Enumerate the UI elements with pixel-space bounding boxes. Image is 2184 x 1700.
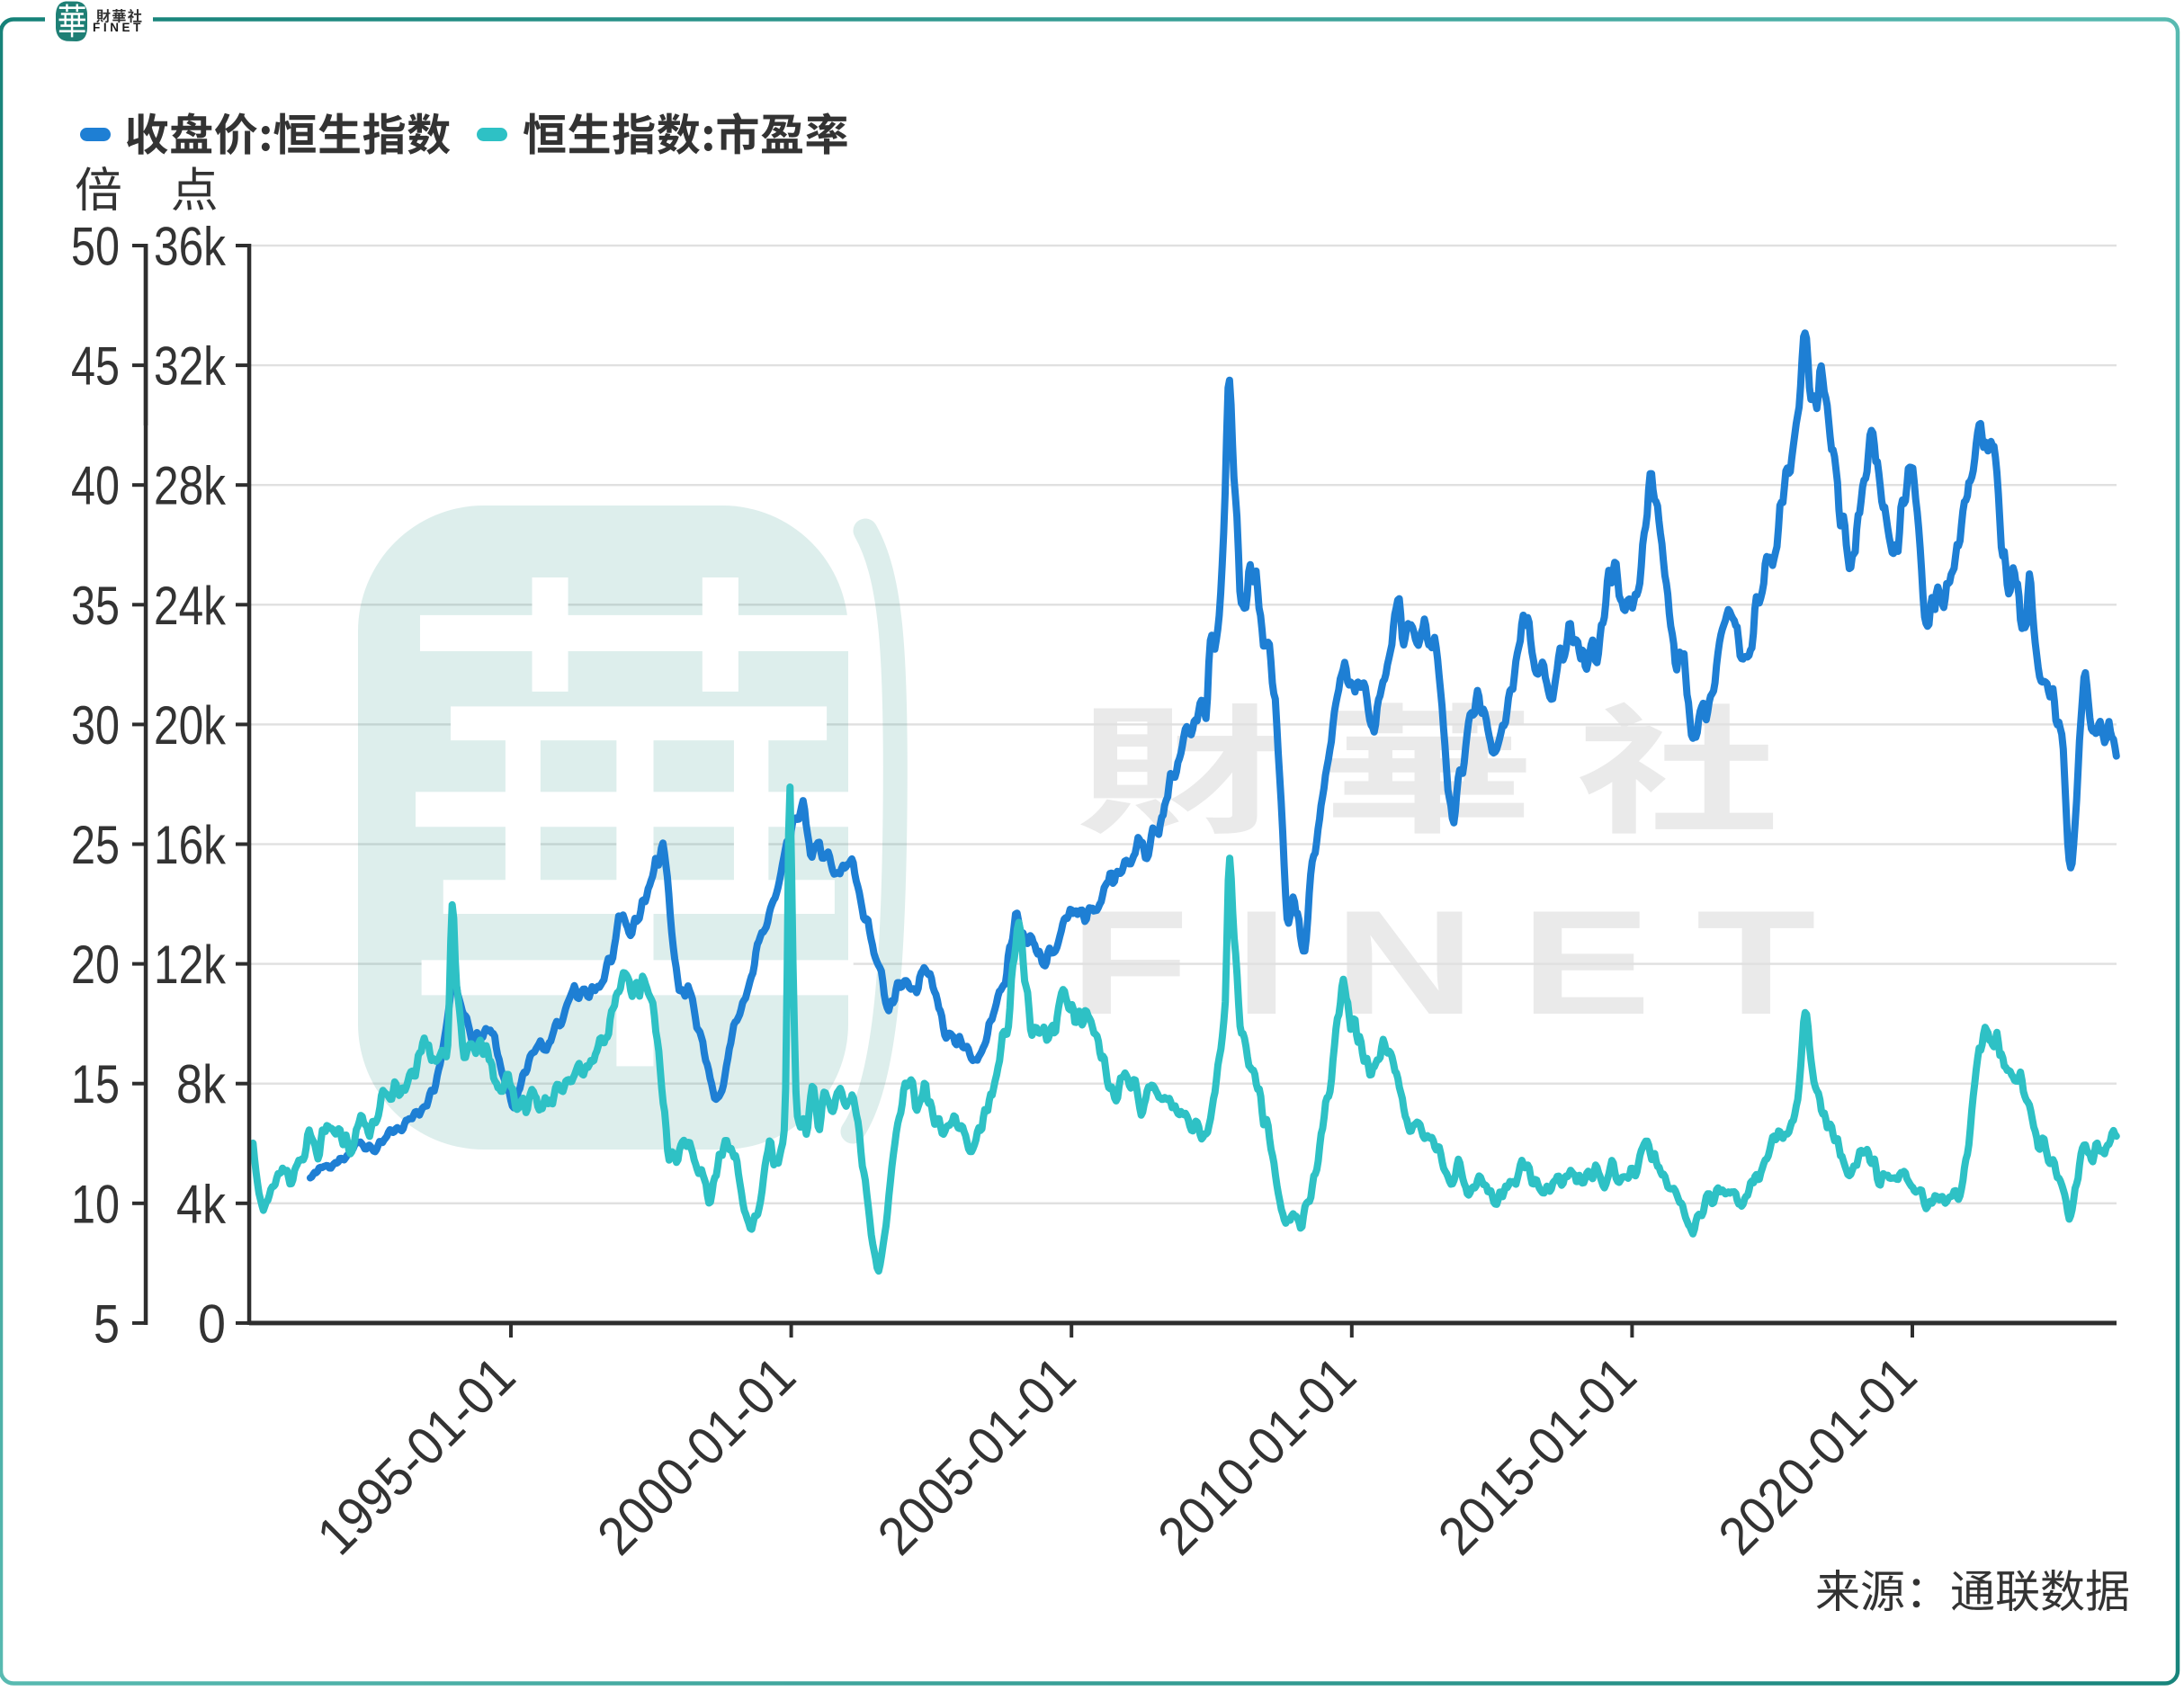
svg-text:20: 20 (71, 935, 120, 995)
svg-text:8k: 8k (176, 1054, 227, 1114)
svg-text:15: 15 (71, 1054, 120, 1114)
svg-text:0: 0 (198, 1293, 226, 1354)
svg-text:5: 5 (94, 1293, 120, 1354)
svg-text:FINET: FINET (1070, 880, 1861, 1045)
svg-text:12k: 12k (154, 935, 227, 995)
svg-text:50: 50 (71, 217, 120, 277)
svg-text:16k: 16k (154, 815, 227, 875)
svg-text:45: 45 (71, 336, 120, 397)
svg-text:32k: 32k (154, 336, 227, 397)
svg-text:25: 25 (71, 815, 120, 875)
svg-text:24k: 24k (154, 576, 227, 636)
svg-text:20k: 20k (154, 695, 227, 756)
svg-text:35: 35 (71, 576, 120, 636)
svg-text:FINET: FINET (93, 21, 144, 34)
svg-text:10: 10 (71, 1174, 120, 1234)
svg-text:30: 30 (71, 695, 120, 756)
svg-text:36k: 36k (154, 217, 227, 277)
svg-text:40: 40 (71, 456, 120, 516)
svg-text:4k: 4k (176, 1174, 227, 1234)
svg-text:28k: 28k (154, 456, 227, 516)
